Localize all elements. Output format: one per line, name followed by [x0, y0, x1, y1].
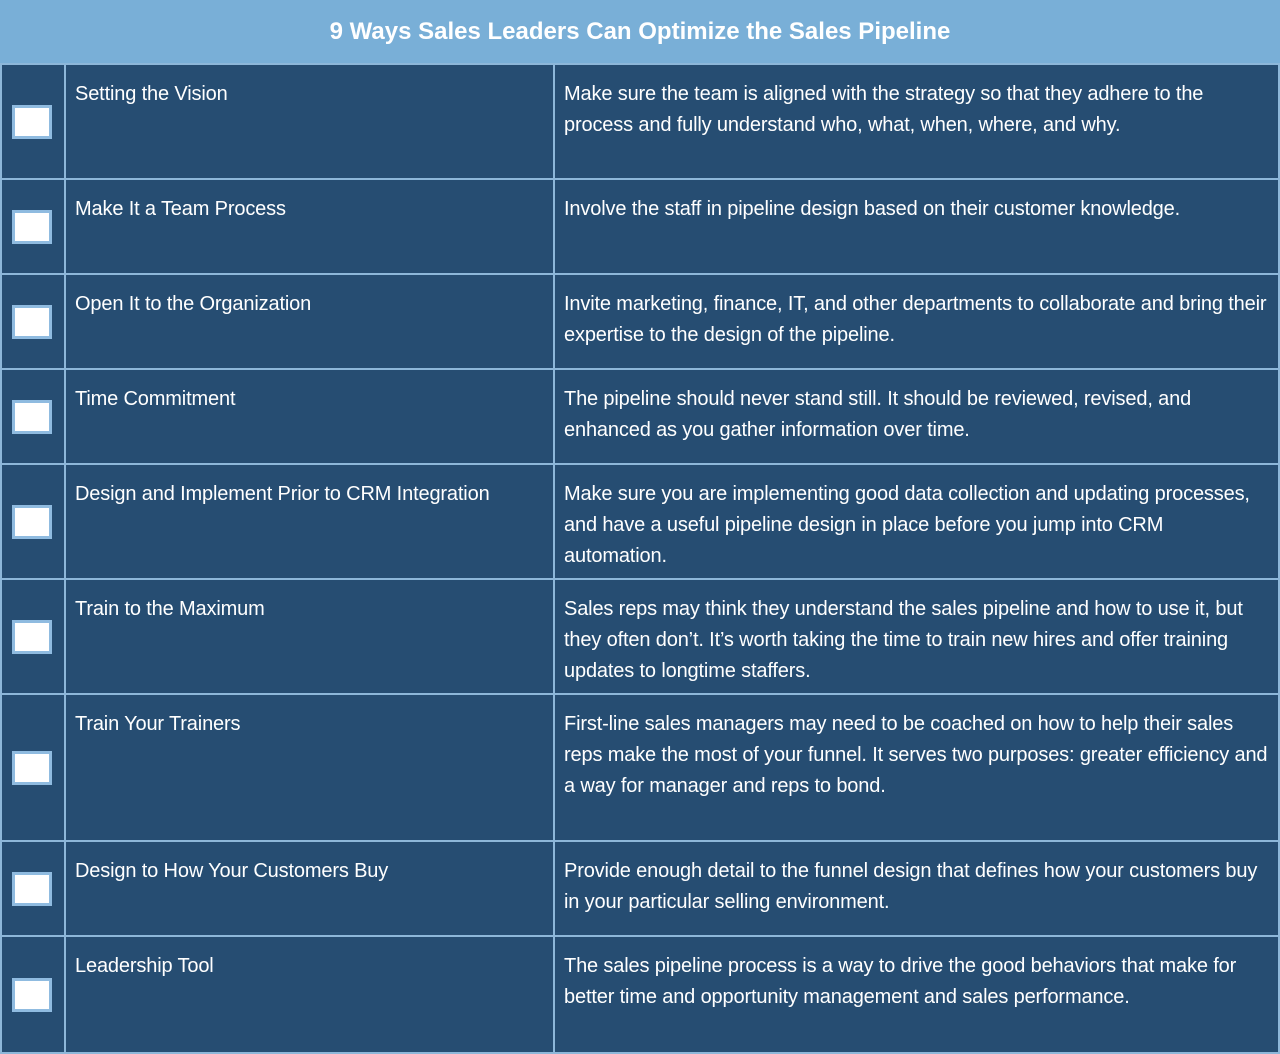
item-title-cell: Design to How Your Customers Buy [64, 840, 555, 937]
item-description: Sales reps may think they understand the… [564, 598, 1243, 682]
item-title: Make It a Team Process [75, 198, 286, 220]
table-row: Design to How Your Customers Buy Provide… [0, 840, 1280, 937]
checkbox[interactable] [12, 304, 52, 339]
table-row: Open It to the Organization Invite marke… [0, 273, 1280, 370]
item-title: Design to How Your Customers Buy [75, 860, 389, 882]
item-description: The pipeline should never stand still. I… [564, 388, 1192, 441]
checkbox[interactable] [12, 104, 52, 139]
checklist-table: Setting the Vision Make sure the team is… [0, 63, 1280, 1054]
item-description-cell: The pipeline should never stand still. I… [553, 368, 1280, 465]
table-row: Train to the Maximum Sales reps may thin… [0, 578, 1280, 695]
item-title-cell: Train Your Trainers [64, 693, 555, 842]
checkbox-cell [0, 578, 66, 695]
checkbox-cell [0, 463, 66, 580]
checkbox[interactable] [12, 750, 52, 785]
checkbox[interactable] [12, 504, 52, 539]
item-description: Make sure you are implementing good data… [564, 483, 1250, 567]
item-description-cell: Invite marketing, finance, IT, and other… [553, 273, 1280, 370]
checkbox-cell [0, 935, 66, 1054]
item-description: The sales pipeline process is a way to d… [564, 955, 1237, 1008]
checkbox[interactable] [12, 871, 52, 906]
item-title-cell: Leadership Tool [64, 935, 555, 1054]
item-title: Design and Implement Prior to CRM Integr… [75, 483, 490, 505]
item-description: First-line sales managers may need to be… [564, 713, 1268, 797]
table-row: Leadership Tool The sales pipeline proce… [0, 935, 1280, 1054]
item-title: Train to the Maximum [75, 598, 265, 620]
item-title: Leadership Tool [75, 955, 214, 977]
item-description-cell: Provide enough detail to the funnel desi… [553, 840, 1280, 937]
table-row: Setting the Vision Make sure the team is… [0, 63, 1280, 180]
item-description-cell: Make sure the team is aligned with the s… [553, 63, 1280, 180]
checkbox[interactable] [12, 209, 52, 244]
table-row: Design and Implement Prior to CRM Integr… [0, 463, 1280, 580]
checkbox-cell [0, 840, 66, 937]
checkbox-cell [0, 368, 66, 465]
item-description-cell: First-line sales managers may need to be… [553, 693, 1280, 842]
item-title-cell: Open It to the Organization [64, 273, 555, 370]
checkbox-cell [0, 693, 66, 842]
item-description-cell: Sales reps may think they understand the… [553, 578, 1280, 695]
item-title-cell: Make It a Team Process [64, 178, 555, 275]
page-title: 9 Ways Sales Leaders Can Optimize the Sa… [0, 0, 1280, 63]
item-title-cell: Design and Implement Prior to CRM Integr… [64, 463, 555, 580]
item-description-cell: Involve the staff in pipeline design bas… [553, 178, 1280, 275]
checkbox[interactable] [12, 399, 52, 434]
checkbox[interactable] [12, 619, 52, 654]
checkbox-cell [0, 63, 66, 180]
checkbox[interactable] [12, 977, 52, 1012]
item-description: Invite marketing, finance, IT, and other… [564, 293, 1267, 346]
item-title-cell: Time Commitment [64, 368, 555, 465]
checkbox-cell [0, 273, 66, 370]
table-row: Make It a Team Process Involve the staff… [0, 178, 1280, 275]
item-title-cell: Train to the Maximum [64, 578, 555, 695]
item-title: Open It to the Organization [75, 293, 312, 315]
item-description: Involve the staff in pipeline design bas… [564, 198, 1181, 220]
table-row: Time Commitment The pipeline should neve… [0, 368, 1280, 465]
item-description: Make sure the team is aligned with the s… [564, 83, 1204, 136]
table-row: Train Your Trainers First-line sales man… [0, 693, 1280, 842]
item-description-cell: Make sure you are implementing good data… [553, 463, 1280, 580]
item-title: Train Your Trainers [75, 713, 241, 735]
item-description: Provide enough detail to the funnel desi… [564, 860, 1258, 913]
item-title-cell: Setting the Vision [64, 63, 555, 180]
checkbox-cell [0, 178, 66, 275]
item-description-cell: The sales pipeline process is a way to d… [553, 935, 1280, 1054]
item-title: Setting the Vision [75, 83, 228, 105]
item-title: Time Commitment [75, 388, 236, 410]
